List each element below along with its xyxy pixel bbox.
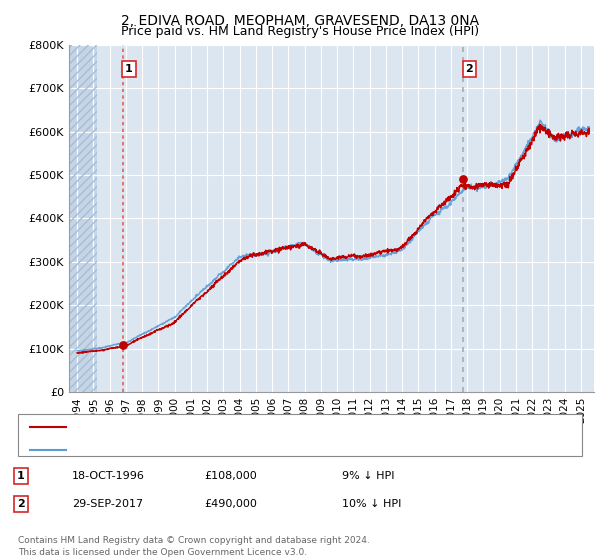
Point (458, 175, 468, 184)
HPI: Average price, detached house, Gravesham: (2.01e+03, 3.4e+05): Average price, detached house, Gravesham… (291, 241, 298, 248)
Text: 1: 1 (125, 64, 133, 74)
Text: £108,000: £108,000 (204, 471, 257, 481)
HPI: Average price, detached house, Gravesham: (1.99e+03, 9.44e+04): Average price, detached house, Gravesham… (74, 348, 82, 354)
Text: HPI: Average price, detached house, Gravesham: HPI: Average price, detached house, Grav… (72, 445, 325, 455)
Line: HPI: Average price, detached house, Gravesham: HPI: Average price, detached house, Grav… (77, 120, 589, 351)
2, EDIVA ROAD, MEOPHAM, GRAVESEND, DA13 0NA (detached house) (291, 242, 298, 249)
Text: 9% ↓ HPI: 9% ↓ HPI (342, 471, 395, 481)
HPI: Average price, detached house, Gravesham: (1.99e+03, 9.51e+04): Average price, detached house, Gravesham… (74, 347, 81, 354)
2, EDIVA ROAD, MEOPHAM, GRAVESEND, DA13 0NA (detached house) (74, 350, 82, 357)
2, EDIVA ROAD, MEOPHAM, GRAVESEND, DA13 0NA (detached house) (311, 246, 318, 253)
Text: 29-SEP-2017: 29-SEP-2017 (72, 499, 143, 509)
HPI: Average price, detached house, Gravesham: (2.01e+03, 3.42e+05): Average price, detached house, Gravesham… (302, 240, 309, 247)
Text: 2: 2 (17, 499, 25, 509)
Line: 2, EDIVA ROAD, MEOPHAM, GRAVESEND, DA13 0NA (detached house): 2, EDIVA ROAD, MEOPHAM, GRAVESEND, DA13 … (77, 124, 589, 353)
Text: 10% ↓ HPI: 10% ↓ HPI (342, 499, 401, 509)
Text: Contains HM Land Registry data © Crown copyright and database right 2024.
This d: Contains HM Land Registry data © Crown c… (18, 536, 370, 557)
2, EDIVA ROAD, MEOPHAM, GRAVESEND, DA13 0NA (detached house) (586, 125, 593, 132)
2, EDIVA ROAD, MEOPHAM, GRAVESEND, DA13 0NA (detached house) (134, 335, 142, 342)
Text: 2, EDIVA ROAD, MEOPHAM, GRAVESEND, DA13 0NA: 2, EDIVA ROAD, MEOPHAM, GRAVESEND, DA13 … (121, 14, 479, 28)
HPI: Average price, detached house, Gravesham: (2.02e+03, 6.27e+05): Average price, detached house, Gravesham… (536, 116, 544, 123)
Text: 1: 1 (17, 471, 25, 481)
Text: 2, EDIVA ROAD, MEOPHAM, GRAVESEND, DA13 0NA (detached house): 2, EDIVA ROAD, MEOPHAM, GRAVESEND, DA13 … (72, 422, 435, 432)
HPI: Average price, detached house, Gravesham: (2e+03, 1.28e+05): Average price, detached house, Gravesham… (134, 333, 142, 340)
2, EDIVA ROAD, MEOPHAM, GRAVESEND, DA13 0NA (detached house) (74, 349, 81, 356)
Text: 18-OCT-1996: 18-OCT-1996 (72, 471, 145, 481)
Bar (69, 45, 97, 392)
HPI: Average price, detached house, Gravesham: (2.01e+03, 3.24e+05): Average price, detached house, Gravesham… (311, 248, 318, 255)
HPI: Average price, detached house, Gravesham: (2.03e+03, 6.11e+05): Average price, detached house, Gravesham… (586, 123, 593, 130)
Text: Price paid vs. HM Land Registry's House Price Index (HPI): Price paid vs. HM Land Registry's House … (121, 25, 479, 38)
Text: 2: 2 (466, 64, 473, 74)
HPI: Average price, detached house, Gravesham: (2e+03, 1.11e+05): Average price, detached house, Gravesham… (113, 340, 121, 347)
2, EDIVA ROAD, MEOPHAM, GRAVESEND, DA13 0NA (detached house) (113, 344, 121, 351)
Bar (69, 45, 97, 392)
Point (118, 340, 127, 349)
2, EDIVA ROAD, MEOPHAM, GRAVESEND, DA13 0NA (detached house) (365, 253, 373, 260)
2, EDIVA ROAD, MEOPHAM, GRAVESEND, DA13 0NA (detached house) (536, 121, 543, 128)
2, EDIVA ROAD, MEOPHAM, GRAVESEND, DA13 0NA (detached house) (302, 241, 309, 248)
Text: £490,000: £490,000 (204, 499, 257, 509)
HPI: Average price, detached house, Gravesham: (2.01e+03, 3.12e+05): Average price, detached house, Gravesham… (365, 253, 373, 260)
